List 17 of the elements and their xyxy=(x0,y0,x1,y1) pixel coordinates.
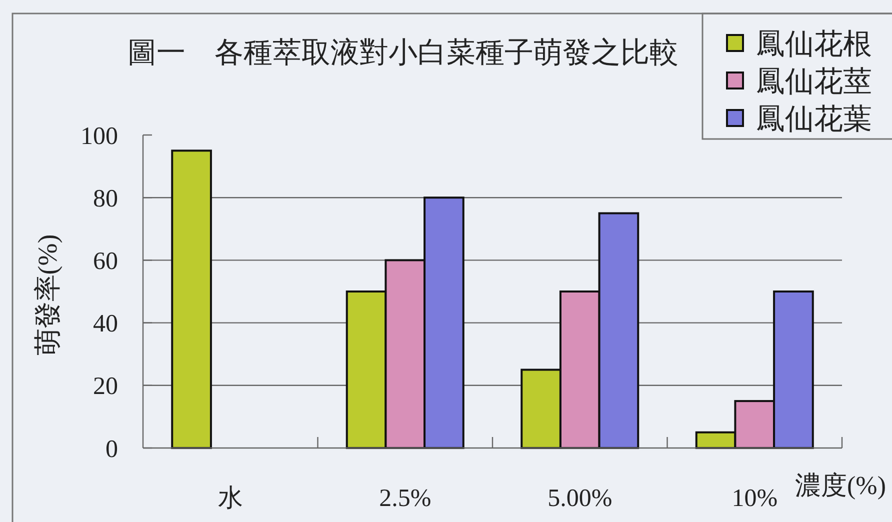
y-tick-label: 20 xyxy=(93,373,118,400)
legend-label: 鳳仙花根 xyxy=(756,28,872,60)
y-tick-label: 100 xyxy=(80,122,118,150)
x-tick-label: 2.5% xyxy=(379,484,432,512)
chart-title: 圖一 各種萃取液對小白菜種子萌發之比較 xyxy=(128,37,678,69)
y-tick-label: 60 xyxy=(93,248,118,275)
x-axis-title: 濃度(%) xyxy=(795,471,886,500)
y-tick-label: 40 xyxy=(93,310,118,338)
legend-label: 鳳仙花莖 xyxy=(756,66,872,98)
y-tick-label: 80 xyxy=(93,185,118,212)
bar xyxy=(171,150,212,449)
y-axis-title: 萌發率(%) xyxy=(32,234,62,356)
x-tick-label: 10% xyxy=(732,484,778,512)
legend-label: 鳳仙花葉 xyxy=(756,103,872,136)
x-tick-label: 5.00% xyxy=(548,484,612,512)
y-tick-label: 0 xyxy=(106,436,118,463)
x-tick-label: 水 xyxy=(218,484,243,512)
